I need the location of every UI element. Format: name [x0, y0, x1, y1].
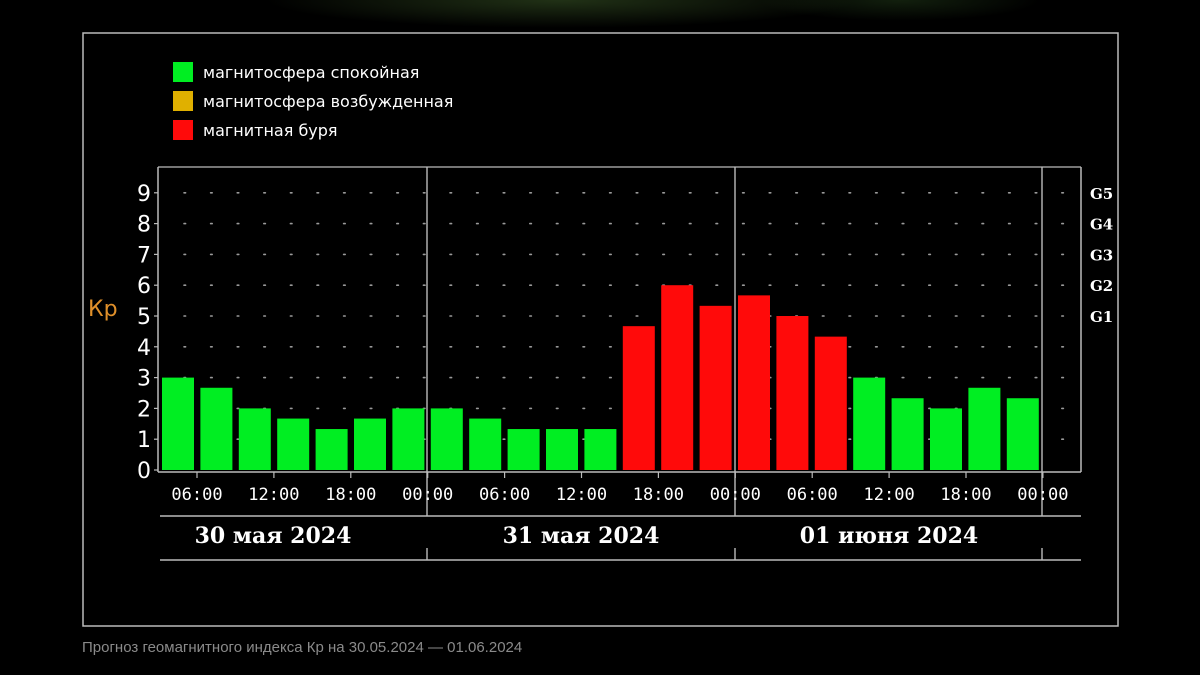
y-tick-label: 6: [137, 274, 151, 299]
kp-bar: [507, 429, 540, 470]
x-tick-labels: 06:00 12:00 18:00 00:00 06:00 12:00 18:00 00:00…: [171, 472, 1068, 505]
kp-bar: [392, 408, 425, 470]
kp-bar: [814, 336, 847, 470]
g-scale-label: G1: [1090, 308, 1113, 326]
legend-swatch: [173, 120, 193, 140]
x-tick-label: 12:00: [864, 485, 915, 505]
x-tick-label: 18:00: [325, 485, 376, 505]
kp-bar: [200, 387, 233, 470]
kp-bar: [584, 429, 617, 470]
y-tick-label: 3: [137, 367, 151, 392]
day-label: 31 мая 2024: [503, 523, 660, 549]
kp-bar: [354, 418, 386, 470]
x-tick-label: 06:00: [479, 485, 530, 505]
day-labels: 30 мая 2024 31 мая 2024 01 июня 2024: [160, 515, 1081, 561]
y-tick-label: 0: [137, 459, 151, 484]
kp-bar: [430, 408, 463, 470]
legend: магнитосфера спокойная магнитосфера возбу…: [173, 62, 453, 140]
kp-bar: [546, 429, 578, 470]
kp-index-chart: магнитосфера спокойная магнитосфера возбу…: [82, 32, 1119, 627]
kp-bar: [661, 285, 694, 470]
bars: [162, 285, 1039, 470]
x-tick-label: 00:00: [402, 485, 453, 505]
chart-caption: Прогноз геомагнитного индекса Кр на 30.0…: [82, 639, 523, 656]
kp-bar: [1006, 398, 1039, 470]
kp-bar: [776, 316, 809, 470]
legend-label: магнитосфера возбужденная: [203, 92, 453, 111]
x-tick-label: 00:00: [1017, 485, 1068, 505]
y-tick-label: 5: [137, 305, 151, 330]
y-tick-labels: 0 1 2 3 4 5 6 7 8 9: [137, 182, 151, 484]
day-label: 01 июня 2024: [800, 523, 978, 549]
kp-bar: [277, 418, 310, 470]
g-scale-labels: G1 G2 G3 G4 G5: [1090, 185, 1113, 326]
kp-bar: [968, 387, 1001, 470]
y-tick-label: 7: [137, 243, 151, 268]
y-tick-label: 4: [137, 336, 151, 361]
chart-frame: [82, 32, 1119, 627]
y-tick-label: 9: [137, 182, 151, 207]
y-tick-label: 1: [137, 428, 151, 453]
legend-label: магнитосфера спокойная: [203, 63, 419, 82]
legend-label: магнитная буря: [203, 121, 338, 140]
y-tick-label: 2: [137, 397, 151, 422]
x-tick-label: 12:00: [556, 485, 607, 505]
kp-bar: [699, 305, 732, 470]
x-tick-label: 18:00: [940, 485, 991, 505]
kp-bar: [930, 408, 962, 470]
x-tick-label: 12:00: [248, 485, 299, 505]
kp-bar: [469, 418, 502, 470]
g-scale-label: G5: [1090, 185, 1113, 203]
background-glow: [0, 0, 1200, 34]
axes: [154, 166, 1082, 516]
kp-bar: [315, 429, 348, 470]
y-axis-label: Кр: [88, 297, 118, 322]
g-scale-label: G2: [1090, 277, 1113, 295]
kp-bar: [162, 377, 194, 470]
g-scale-label: G4: [1090, 216, 1113, 234]
x-tick-label: 06:00: [171, 485, 222, 505]
kp-bar: [738, 295, 770, 470]
kp-bar: [891, 398, 924, 470]
legend-swatch: [173, 91, 193, 111]
x-tick-label: 06:00: [787, 485, 838, 505]
g-scale-label: G3: [1090, 246, 1113, 264]
day-label: 30 мая 2024: [195, 523, 352, 549]
x-tick-label: 00:00: [710, 485, 761, 505]
kp-bar: [238, 408, 271, 470]
kp-bar: [853, 377, 886, 470]
x-tick-label: 18:00: [633, 485, 684, 505]
legend-swatch: [173, 62, 193, 82]
kp-bar: [622, 326, 655, 470]
y-tick-label: 8: [137, 213, 151, 238]
